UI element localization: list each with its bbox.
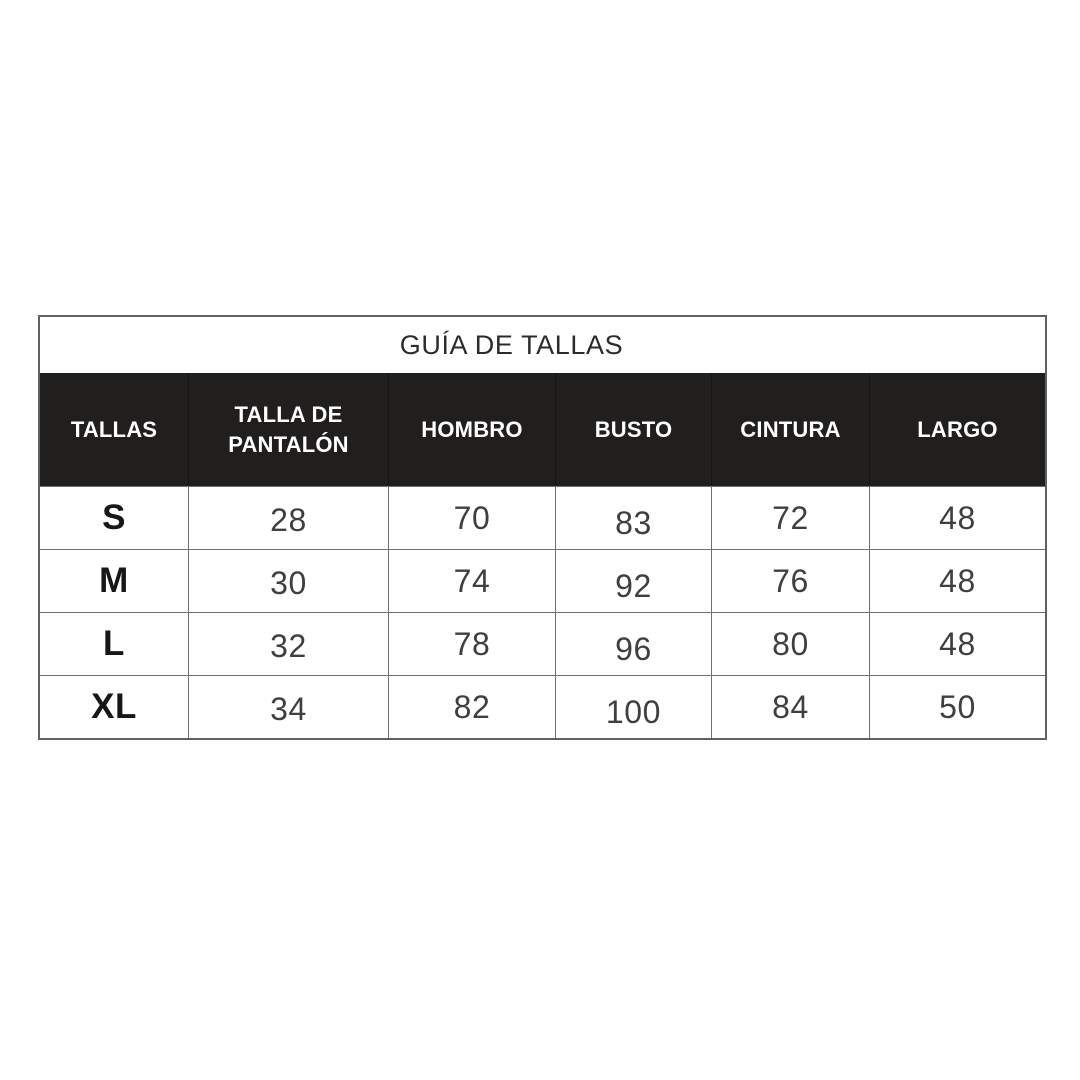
size-label: XL [40, 676, 189, 738]
value-busto: 96 [556, 613, 712, 675]
value-largo: 48 [939, 499, 976, 536]
table-row-m: M 30 74 92 76 48 [40, 549, 1045, 612]
table-row-s: S 28 70 83 72 48 [40, 486, 1045, 549]
column-header-hombro: HOMBRO [389, 373, 556, 486]
table-title-row: GUÍA DE TALLAS [40, 317, 1045, 373]
value-hombro: 74 [389, 550, 556, 612]
value-largo: 48 [939, 562, 976, 599]
value-busto: 92 [556, 550, 712, 612]
value-pantalon: 28 [189, 487, 389, 549]
value-busto: 83 [556, 487, 712, 549]
value-largo: 50 [939, 688, 976, 725]
value-pantalon: 30 [189, 550, 389, 612]
value-busto: 100 [556, 676, 712, 738]
column-header-busto: BUSTO [556, 373, 712, 486]
value-pantalon: 34 [189, 676, 389, 738]
value-cintura: 76 [712, 550, 870, 612]
value-hombro: 70 [389, 487, 556, 549]
size-label: L [40, 613, 189, 675]
value-cintura: 80 [712, 613, 870, 675]
size-label: M [40, 550, 189, 612]
value-hombro: 78 [389, 613, 556, 675]
value-hombro: 82 [389, 676, 556, 738]
table-row-l: L 32 78 96 80 48 [40, 612, 1045, 675]
value-cintura: 72 [712, 487, 870, 549]
value-cintura: 84 [712, 676, 870, 738]
column-header-cintura: CINTURA [712, 373, 870, 486]
size-guide-table: GUÍA DE TALLAS TALLAS TALLA DE PANTALÓN … [38, 315, 1047, 740]
table-body: S 28 70 83 72 48 M 30 74 92 76 48 L 32 7… [40, 486, 1045, 738]
size-label: S [40, 487, 189, 549]
value-largo: 48 [939, 625, 976, 662]
table-title: GUÍA DE TALLAS [399, 329, 624, 360]
table-row-xl: XL 34 82 100 84 50 [40, 675, 1045, 738]
table-header-row: TALLAS TALLA DE PANTALÓN HOMBRO BUSTO CI… [40, 373, 1045, 486]
column-header-talla-de-pantalon: TALLA DE PANTALÓN [189, 373, 389, 486]
value-pantalon: 32 [189, 613, 389, 675]
column-header-tallas: TALLAS [40, 373, 189, 486]
column-header-largo: LARGO [917, 416, 998, 442]
